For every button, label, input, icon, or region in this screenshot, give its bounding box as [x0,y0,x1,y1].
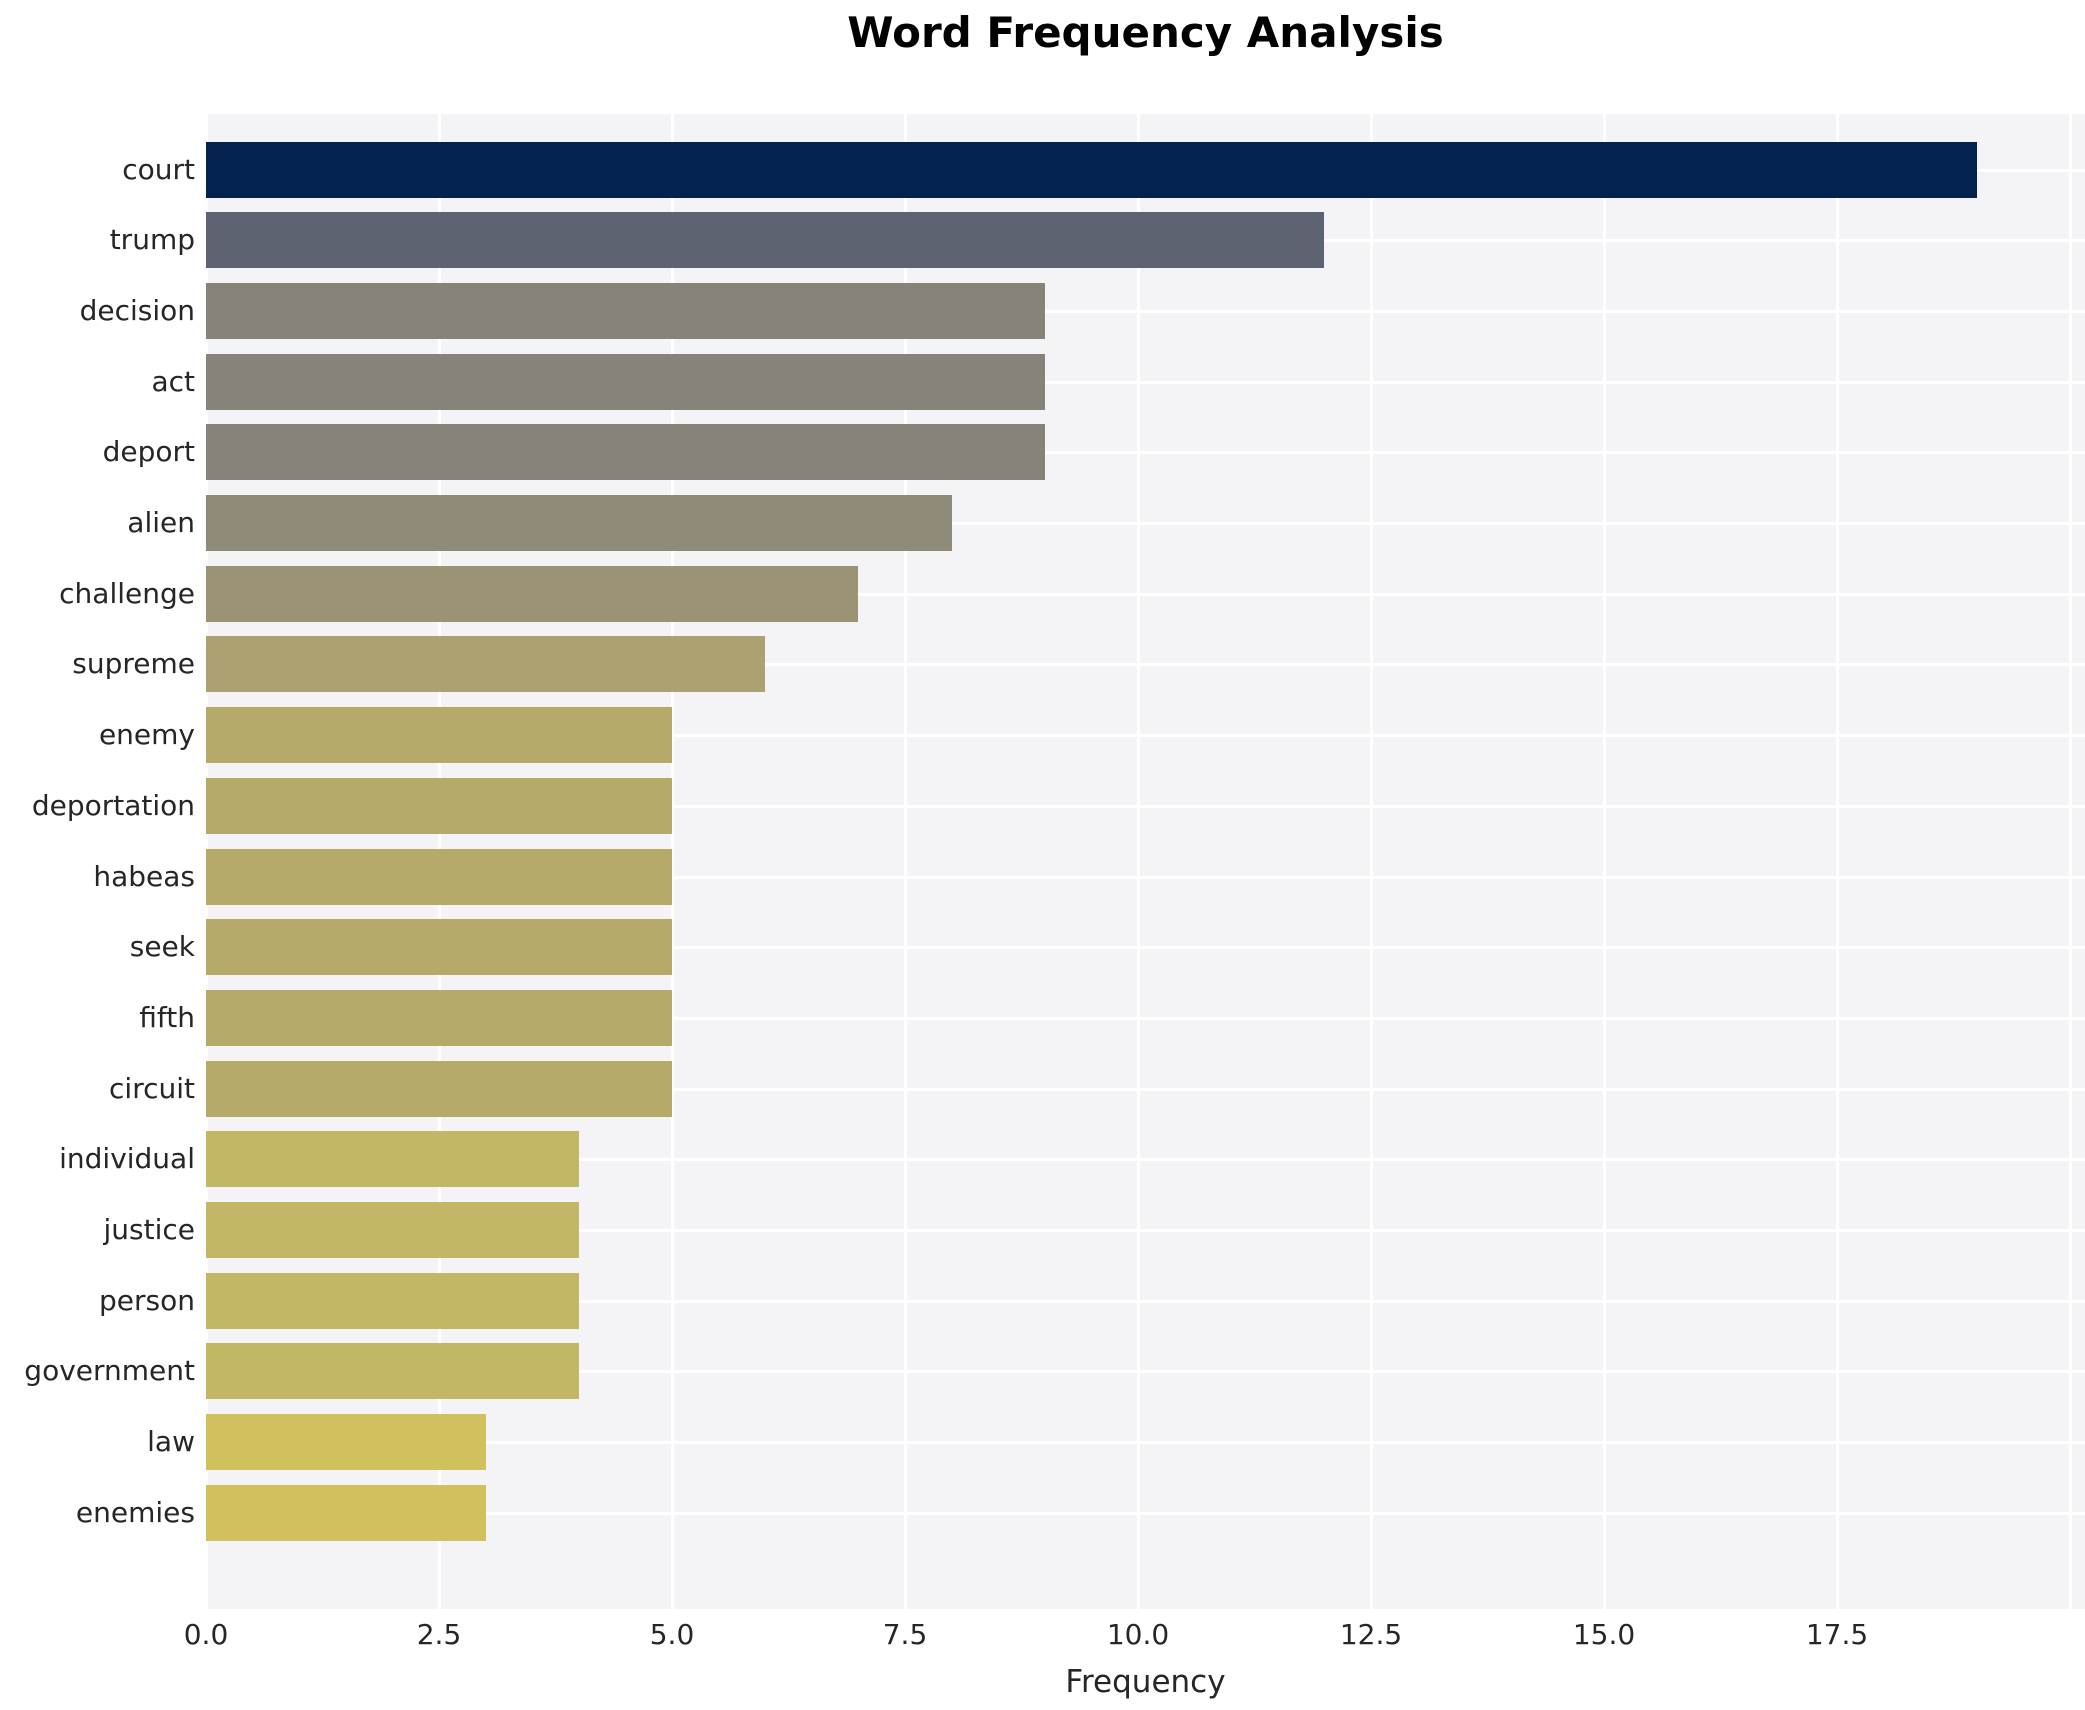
y-tick-label-supreme: supreme [72,647,195,681]
bar-deport [206,424,1045,481]
y-tick-label-habeas: habeas [93,859,195,893]
y-tick-label-person: person [99,1283,195,1317]
y-tick-label-alien: alien [127,506,195,539]
horizontal-gridline [206,451,2085,455]
y-tick-label-challenge: challenge [59,576,195,610]
y-tick-label-law: law [147,1425,195,1459]
horizontal-gridline [206,1370,2085,1374]
horizontal-gridline [206,380,2085,384]
x-tick-label-12.5: 12.5 [1339,1618,1403,1651]
vertical-gridline [1137,114,1140,1609]
y-tick-label-decision: decision [79,293,195,327]
y-tick-label-enemy: enemy [98,718,195,752]
chart-title: Word Frequency Analysis [847,8,1444,57]
y-tick-label-government: government [24,1354,195,1388]
horizontal-gridline [206,946,2085,950]
vertical-gridline [1603,114,1606,1609]
bar-deportation [206,777,672,834]
vertical-gridline [671,114,674,1609]
bar-circuit [206,1060,672,1117]
bar-person [206,1272,579,1329]
bar-government [206,1343,579,1400]
bar-seek [206,919,672,976]
bar-act [206,353,1045,410]
bar-challenge [206,565,859,622]
horizontal-gridline [206,1158,2085,1162]
horizontal-gridline [206,522,2085,525]
horizontal-gridline [206,1229,2085,1232]
bar-enemy [206,707,672,764]
horizontal-gridline [206,1087,2085,1091]
horizontal-gridline [206,1511,2085,1515]
y-tick-label-circuit: circuit [109,1071,195,1105]
bar-alien [206,495,952,551]
y-tick-label-individual: individual [59,1142,195,1176]
vertical-gridline [1370,114,1373,1609]
horizontal-gridline [206,734,2085,738]
y-tick-label-deportation: deportation [31,788,195,822]
vertical-gridline [1836,114,1839,1609]
horizontal-gridline [206,592,2085,596]
x-tick-label-10.0: 10.0 [1106,1618,1170,1651]
x-tick-label-2.5: 2.5 [416,1618,462,1651]
bar-law [206,1414,486,1471]
plot-area [205,114,2085,1609]
x-tick-label-7.5: 7.5 [882,1618,928,1651]
x-tick-label-0.0: 0.0 [183,1618,229,1651]
horizontal-gridline [206,1441,2085,1445]
horizontal-gridline [206,875,2085,879]
y-tick-label-fifth: fifth [139,1000,195,1034]
y-tick-label-enemies: enemies [75,1495,195,1529]
y-tick-label-justice: justice [103,1213,196,1246]
horizontal-gridline [206,663,2085,667]
x-tick-label-15.0: 15.0 [1572,1618,1636,1651]
horizontal-gridline [206,804,2085,808]
horizontal-gridline [206,1016,2085,1020]
x-tick-label-17.5: 17.5 [1805,1618,1869,1651]
bar-habeas [206,848,672,905]
y-tick-label-trump: trump [109,223,195,257]
bar-decision [206,282,1045,339]
horizontal-gridline [206,309,2085,313]
vertical-gridline [904,114,907,1609]
bar-trump [206,212,1325,269]
x-tick-label-5.0: 5.0 [649,1618,695,1651]
bar-fifth [206,989,672,1046]
bar-supreme [206,636,766,693]
bar-individual [206,1131,579,1188]
vertical-gridline [2069,114,2072,1609]
bar-justice [206,1202,579,1258]
y-tick-label-act: act [151,364,195,398]
bar-court [206,141,1977,198]
y-tick-label-deport: deport [102,435,195,469]
bar-enemies [206,1484,486,1541]
y-tick-label-seek: seek [129,930,195,964]
horizontal-gridline [206,1299,2085,1303]
y-tick-label-court: court [122,152,195,186]
x-axis-label: Frequency [1065,1664,1226,1700]
